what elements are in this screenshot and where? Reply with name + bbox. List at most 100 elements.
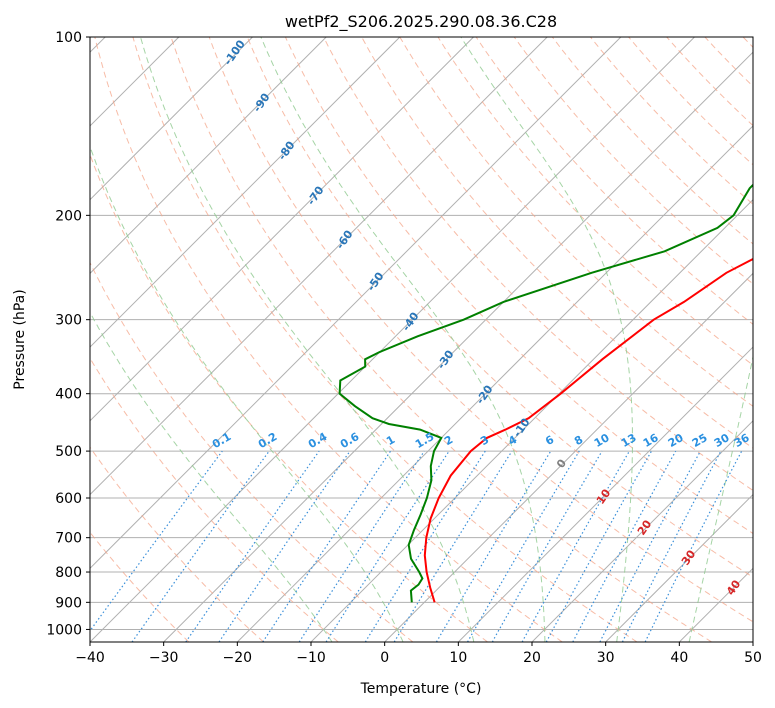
isotherm-line — [90, 37, 253, 201]
dry-adiabat-line — [323, 37, 753, 492]
plot-area: -100-90-80-70-60-50-40-30-20-1000.1 0.2 0.… — [90, 37, 753, 642]
isotherm-line — [531, 420, 753, 642]
moist-adiabat-line — [90, 311, 333, 642]
y-tick-label: 100 — [55, 30, 82, 46]
isotherm-line — [752, 641, 753, 642]
dry-adiabat-line — [551, 37, 753, 245]
isotherm-line — [90, 37, 695, 642]
y-tick-label: 1000 — [46, 622, 82, 638]
x-axis-label: Temperature (°C) — [360, 681, 482, 697]
y-tick-label: 300 — [55, 313, 82, 329]
moist-adiabat-label: 30 — [679, 547, 699, 567]
mixing-ratio-line — [262, 450, 392, 642]
dry-adiabat-line — [742, 37, 753, 48]
isotherm-line — [236, 125, 753, 642]
mixing-ratio-line — [644, 450, 743, 642]
mixing-ratio-label: 25 — [690, 431, 710, 450]
mixing-ratio-label: 16 — [641, 431, 661, 450]
moist-adiabat-line — [140, 37, 475, 642]
mixing-ratio-label: 30 — [712, 431, 732, 450]
mixing-ratio-label: 6 — [543, 433, 556, 448]
dry-adiabat-line — [94, 37, 563, 642]
mixing-ratio-line — [325, 450, 450, 642]
dry-adiabat-line — [90, 446, 264, 642]
dry-adiabat-line — [284, 37, 753, 535]
x-tick-label: −30 — [149, 650, 179, 666]
mixing-ratio-line — [572, 450, 677, 642]
dry-adiabat-line — [475, 37, 753, 325]
x-tick-label: 50 — [744, 650, 762, 666]
mixing-ratio-line — [393, 450, 513, 642]
isotherm-line — [90, 37, 401, 348]
dry-adiabat-line — [90, 357, 339, 642]
x-tick-label: 40 — [670, 650, 688, 666]
dry-adiabat-line — [90, 261, 414, 642]
x-tick-label: −20 — [223, 650, 253, 666]
x-tick-label: 0 — [380, 650, 389, 666]
mixing-ratio-label: 0.1 — [210, 430, 233, 451]
x-tick-label: 20 — [523, 650, 541, 666]
mixing-ratio-label: 36 — [732, 431, 752, 450]
freezing-level-label: 0 — [554, 457, 569, 471]
mixing-ratio-line — [131, 450, 270, 642]
isotherm-line — [678, 567, 753, 642]
mixing-ratio-line — [435, 450, 552, 642]
mixing-ratio-line — [521, 450, 630, 642]
mixing-ratio-label: 1 — [384, 433, 397, 448]
x-tick-label: −40 — [75, 650, 105, 666]
mixing-ratio-line — [298, 450, 425, 642]
axis-ticks: −40 −30 −20 −10 0 10 20 30 40 5010020030040050060… — [46, 30, 762, 666]
dry-adiabat-label: -100 — [221, 37, 248, 67]
isotherm-line — [90, 37, 474, 422]
y-tick-label: 400 — [55, 387, 82, 403]
mixing-ratio-label: 10 — [592, 431, 612, 450]
mixing-ratio-label: 1.5 — [413, 430, 436, 451]
temperature-profile-line — [423, 257, 753, 603]
y-tick-label: 900 — [55, 595, 82, 611]
dry-adiabat-line — [170, 37, 712, 642]
mixing-ratio-line — [545, 450, 653, 642]
isotherm-line — [90, 37, 548, 496]
mixing-ratio-label: 20 — [666, 431, 686, 450]
x-tick-label: 10 — [449, 650, 467, 666]
y-axis-label: Pressure (hPa) — [12, 289, 28, 389]
chart-title: wetPf2_S206.2025.290.08.36.C28 — [285, 12, 557, 32]
mixing-ratio-label: 0.4 — [306, 430, 330, 451]
mixing-ratio-label: 0.2 — [256, 430, 279, 451]
y-tick-label: 200 — [55, 208, 82, 224]
moist-adiabat-line — [688, 354, 753, 642]
dry-adiabat-line — [132, 37, 638, 642]
moist-adiabat-line — [460, 37, 633, 642]
isotherm-line — [90, 37, 327, 275]
mixing-ratio-label: 2 — [442, 433, 455, 448]
dry-adiabat-line — [208, 37, 753, 623]
dry-adiabat-line — [666, 37, 753, 127]
y-tick-label: 800 — [55, 565, 82, 581]
x-tick-label: 30 — [597, 650, 615, 666]
mixing-ratio-line — [90, 450, 223, 632]
dry-adiabat-line — [704, 37, 753, 88]
mixing-ratio-line — [599, 450, 701, 642]
dry-adiabat-line — [90, 531, 190, 642]
isotherm-line — [457, 346, 753, 642]
isotherm-line — [90, 37, 622, 569]
moist-adiabat-line — [90, 145, 404, 642]
dewpoint-profile-line — [338, 183, 753, 603]
dry-adiabat-line — [590, 37, 753, 205]
mixing-ratio-label: 8 — [572, 433, 585, 448]
isotherm-line — [605, 493, 753, 642]
mixing-ratio-line — [218, 450, 351, 642]
mixing-ratio-line — [185, 450, 320, 642]
dry-adiabat-line — [246, 37, 753, 578]
moist-adiabat-line — [260, 37, 546, 642]
dry-adiabat-line — [513, 37, 753, 285]
y-tick-label: 700 — [55, 531, 82, 547]
isotherm-line — [384, 272, 753, 642]
x-tick-label: −10 — [296, 650, 326, 666]
moist-adiabat-label: 20 — [635, 517, 655, 537]
mixing-ratio-label: 13 — [619, 431, 639, 450]
isotherm-line — [310, 198, 753, 642]
isotherm-line — [163, 51, 753, 642]
y-tick-label: 500 — [55, 444, 82, 460]
